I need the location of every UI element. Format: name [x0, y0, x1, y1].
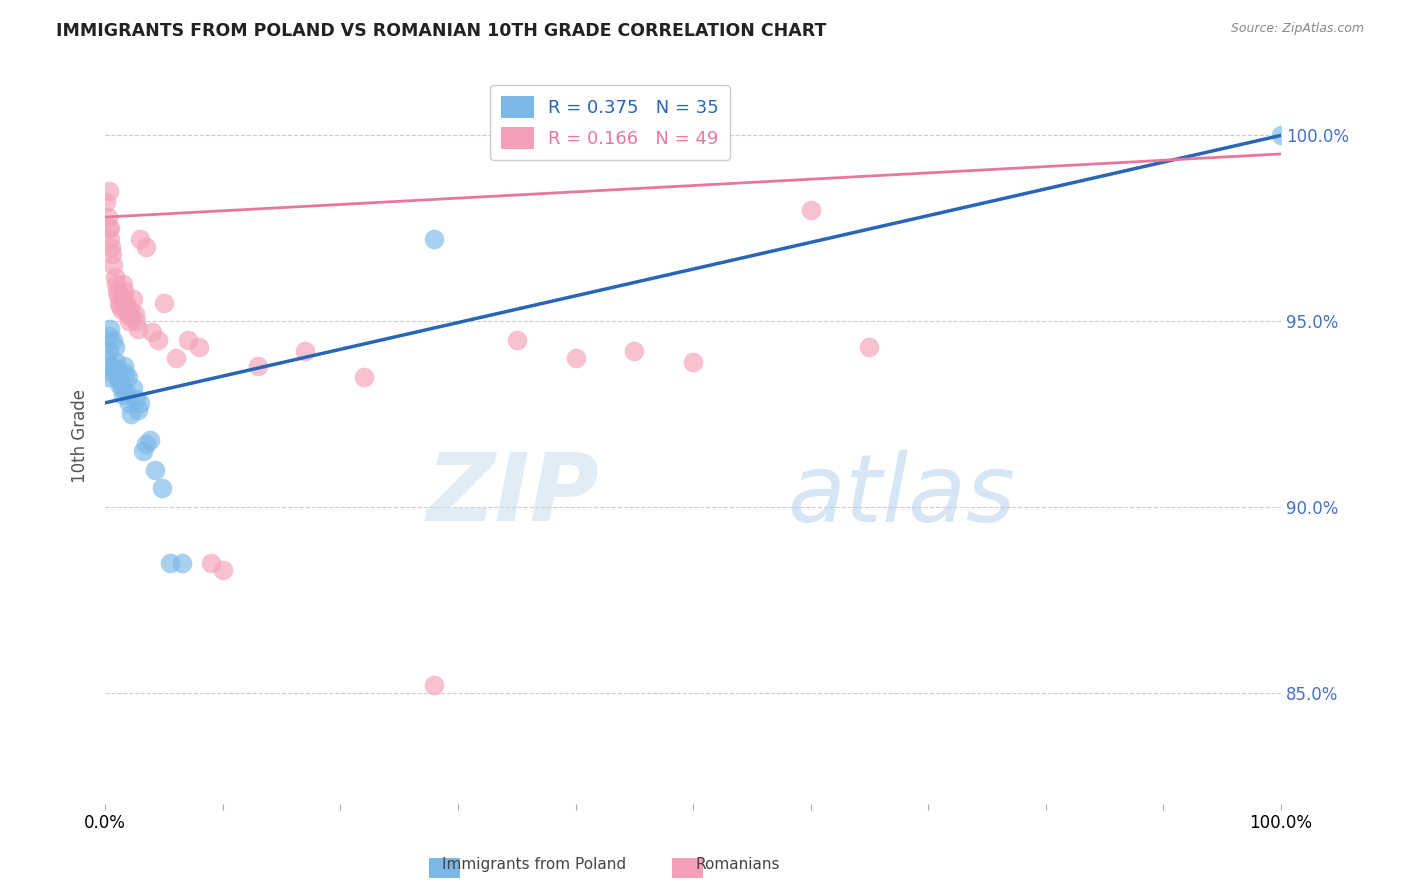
Point	[122, 381, 145, 395]
Text: ZIP: ZIP	[426, 449, 599, 541]
Point	[97, 343, 120, 358]
Point	[104, 340, 127, 354]
Point	[114, 299, 136, 313]
Point	[111, 388, 134, 402]
Point	[129, 396, 152, 410]
Point	[564, 351, 586, 366]
Point	[353, 369, 375, 384]
Point	[100, 240, 122, 254]
Point	[107, 369, 129, 384]
Point	[105, 362, 128, 376]
Point	[423, 678, 446, 692]
Point	[105, 285, 128, 299]
Point	[139, 433, 162, 447]
Point	[176, 333, 198, 347]
Point	[97, 221, 120, 235]
Point	[125, 314, 148, 328]
Text: Romanians: Romanians	[696, 857, 780, 872]
Point	[146, 333, 169, 347]
Point	[98, 221, 121, 235]
Point	[200, 556, 222, 570]
Point	[127, 321, 149, 335]
Point	[682, 355, 704, 369]
Point	[127, 403, 149, 417]
Point	[104, 277, 127, 291]
Point	[112, 359, 135, 373]
Point	[101, 366, 124, 380]
Point	[294, 343, 316, 358]
Point	[110, 374, 132, 388]
Point	[247, 359, 270, 373]
Point	[124, 307, 146, 321]
Point	[1270, 128, 1292, 143]
Point	[101, 247, 124, 261]
Point	[623, 343, 645, 358]
Point	[110, 299, 132, 313]
Point	[135, 240, 157, 254]
Point	[118, 396, 141, 410]
Point	[211, 563, 233, 577]
Point	[141, 325, 163, 339]
Point	[506, 333, 529, 347]
Point	[97, 184, 120, 198]
Point	[135, 436, 157, 450]
Point	[858, 340, 880, 354]
Text: atlas: atlas	[787, 450, 1015, 541]
Point	[150, 481, 173, 495]
Point	[122, 292, 145, 306]
Point	[117, 369, 139, 384]
Point	[159, 556, 181, 570]
Point	[107, 288, 129, 302]
Legend: R = 0.375   N = 35, R = 0.166   N = 49: R = 0.375 N = 35, R = 0.166 N = 49	[491, 85, 730, 160]
Point	[129, 232, 152, 246]
Point	[165, 351, 187, 366]
Point	[98, 321, 121, 335]
Point	[188, 340, 211, 354]
Point	[143, 463, 166, 477]
Point	[114, 366, 136, 380]
Y-axis label: 10th Grade: 10th Grade	[72, 389, 89, 483]
Point	[800, 202, 823, 217]
Point	[96, 351, 118, 366]
Point	[103, 333, 125, 347]
Point	[98, 232, 121, 246]
Point	[132, 444, 155, 458]
Point	[111, 292, 134, 306]
Point	[118, 302, 141, 317]
Point	[97, 210, 120, 224]
Point	[115, 295, 138, 310]
Point	[118, 314, 141, 328]
Point	[97, 369, 120, 384]
Point	[108, 377, 131, 392]
Point	[112, 285, 135, 299]
Point	[117, 307, 139, 321]
Point	[423, 232, 446, 246]
Point	[120, 407, 142, 421]
Point	[120, 310, 142, 325]
Point	[100, 359, 122, 373]
Text: Source: ZipAtlas.com: Source: ZipAtlas.com	[1230, 22, 1364, 36]
Point	[104, 355, 127, 369]
Text: Immigrants from Poland: Immigrants from Poland	[443, 857, 626, 872]
Point	[103, 259, 125, 273]
Point	[104, 269, 127, 284]
Point	[170, 556, 193, 570]
Point	[111, 277, 134, 291]
Point	[108, 295, 131, 310]
Point	[111, 302, 134, 317]
Point	[111, 381, 134, 395]
Point	[97, 329, 120, 343]
Point	[125, 392, 148, 406]
Text: IMMIGRANTS FROM POLAND VS ROMANIAN 10TH GRADE CORRELATION CHART: IMMIGRANTS FROM POLAND VS ROMANIAN 10TH …	[56, 22, 827, 40]
Point	[96, 195, 118, 210]
Point	[115, 384, 138, 399]
Point	[153, 295, 176, 310]
